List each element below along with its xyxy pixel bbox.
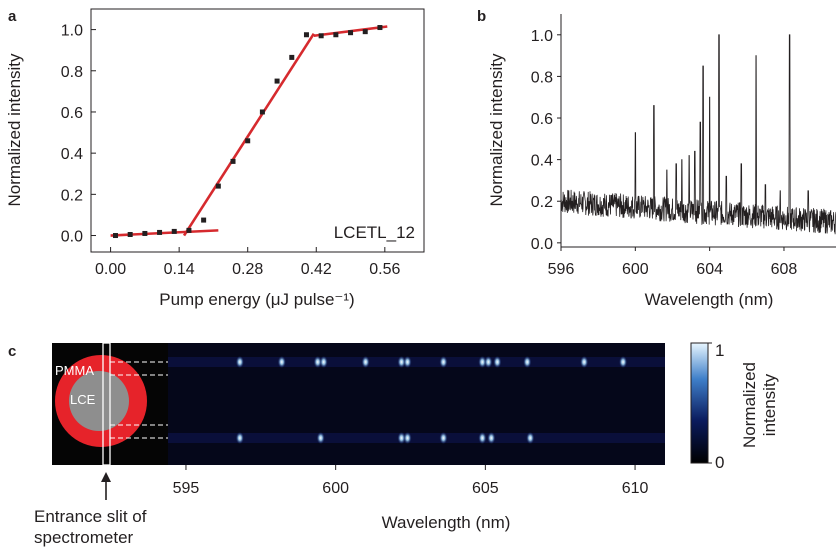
chart-a-data-point	[142, 230, 148, 236]
chart-a: 0.00.20.40.60.81.0 0.00 0.14 0.28 0.42 0.56 …	[5, 8, 425, 309]
chart-a-data-point	[186, 227, 192, 233]
colorbar-min-label: 0	[715, 453, 724, 472]
chart-a-data-point	[157, 229, 163, 235]
slit-annotation-line2: spectrometer	[34, 528, 134, 547]
chart-c-emission-spot	[478, 356, 487, 368]
chart-c-emission-spot	[319, 356, 328, 368]
chart-c-xtick-label: 595	[173, 480, 200, 497]
chart-c-emission-spot	[580, 356, 589, 368]
chart-a-ytick-label: 0.4	[61, 146, 83, 163]
chart-a-data-point	[230, 158, 236, 164]
lce-label: LCE	[70, 392, 96, 407]
chart-c-emission-spot	[397, 432, 406, 444]
panel-label-b: b	[477, 8, 486, 25]
chart-c-emission-spot	[487, 432, 496, 444]
chart-c-emission-spot	[619, 356, 628, 368]
chart-c-emission-spot	[235, 356, 244, 368]
chart-a-data-point	[362, 29, 368, 35]
chart-a-ytick-label: 0.8	[61, 64, 83, 81]
chart-b-spectrum-line	[560, 34, 836, 235]
chart-c-emission-spot	[523, 356, 532, 368]
chart-c-emission-spot	[484, 356, 493, 368]
chart-c-emission-spot	[403, 432, 412, 444]
chart-b-xtick-label: 604	[696, 261, 723, 278]
chart-a-xlabel: Pump energy (μJ pulse⁻¹)	[159, 290, 354, 309]
chart-b-ylabel: Normalized intensity	[487, 53, 506, 207]
chart-c-xlabel: Wavelength (nm)	[382, 513, 511, 532]
chart-c-emission-spot	[361, 356, 370, 368]
chart-a-data-point	[215, 183, 221, 189]
chart-b-xtick-label: 596	[548, 261, 575, 278]
chart-b-xtick-label: 608	[771, 261, 798, 278]
chart-a-data-point	[245, 138, 251, 144]
chart-a-ytick-label: 1.0	[61, 23, 83, 40]
chart-b-ytick-label: 0.2	[531, 194, 553, 211]
chart-a-fit-line	[110, 229, 219, 237]
panel-label-a: a	[8, 8, 17, 25]
chart-a-ytick-label: 0.6	[61, 105, 83, 122]
chart-b: 0.0 0.2 0.4 0.6 0.8 1.0 596 600 604 608 Waveleng…	[487, 14, 836, 309]
entrance-slit-box	[102, 342, 111, 466]
lower-emission-band	[168, 433, 665, 443]
chart-a-frame	[90, 8, 425, 253]
chart-c-emission-spot	[493, 356, 502, 368]
chart-a-xtick-label: 0.00	[95, 261, 126, 278]
chart-b-xlabel: Wavelength (nm)	[645, 290, 774, 309]
chart-b-xtick-label: 600	[622, 261, 649, 278]
chart-a-data-point	[303, 32, 309, 38]
colorbar	[690, 342, 709, 464]
chart-a-data-point	[171, 228, 177, 234]
chart-c-emission-spot	[235, 432, 244, 444]
upper-emission-band	[168, 357, 665, 367]
chart-a-ytick-label: 0.2	[61, 187, 83, 204]
colorbar-max-label: 1	[715, 341, 724, 360]
chart-a-xtick-label: 0.14	[164, 261, 195, 278]
colorbar-label-line1: Normalized	[740, 362, 759, 448]
chart-a-data-point	[318, 33, 324, 39]
chart-c-xtick-label: 610	[622, 480, 649, 497]
chart-a-xtick-label: 0.28	[232, 261, 263, 278]
chart-a-data-point	[274, 78, 280, 84]
chart-c-emission-spot	[526, 432, 535, 444]
chart-c: PMMA LCE 595 600 605 610 Wavelength (nm) En…	[34, 341, 779, 547]
lce-core-disc	[69, 371, 129, 431]
chart-a-data-point	[127, 231, 133, 237]
chart-c-emission-spot	[397, 356, 406, 368]
chart-a-data-point	[259, 109, 265, 115]
chart-b-ytick-label: 0.6	[531, 111, 553, 128]
chart-a-fit-line	[182, 33, 315, 237]
slit-annotation-line1: Entrance slit of	[34, 507, 147, 526]
chart-a-data-point	[112, 233, 118, 239]
chart-a-xtick-label: 0.56	[369, 261, 400, 278]
chart-c-emission-spot	[313, 356, 322, 368]
chart-b-ytick-label: 0.4	[531, 153, 553, 170]
pmma-label: PMMA	[55, 363, 94, 378]
chart-b-ytick-label: 1.0	[531, 28, 553, 45]
chart-a-data-point	[348, 30, 354, 36]
slit-guide-dashes	[110, 361, 168, 439]
chart-a-data-point	[333, 32, 339, 38]
chart-a-xtick-label: 0.42	[301, 261, 332, 278]
chart-c-emission-spot	[439, 432, 448, 444]
chart-a-ylabel: Normalized intensity	[5, 53, 24, 207]
chart-c-emission-spot	[277, 356, 286, 368]
chart-c-emission-spot	[478, 432, 487, 444]
chart-b-ytick-label: 0.8	[531, 69, 553, 86]
panel-label-c: c	[8, 343, 16, 360]
chart-c-emission-spot	[403, 356, 412, 368]
chart-a-annotation: LCETL_12	[334, 223, 415, 242]
chart-a-data-point	[201, 217, 207, 223]
chart-a-data-point	[377, 25, 383, 31]
chart-a-data-point	[289, 54, 295, 60]
chart-c-emission-spot	[316, 432, 325, 444]
colorbar-label-line2: intensity	[760, 373, 779, 436]
chart-c-xtick-label: 600	[322, 480, 349, 497]
chart-c-xtick-label: 605	[472, 480, 499, 497]
chart-a-ytick-label: 0.0	[61, 229, 83, 246]
slit-arrowhead	[101, 472, 111, 482]
chart-c-emission-spot	[439, 356, 448, 368]
chart-b-ytick-label: 0.0	[531, 236, 553, 253]
